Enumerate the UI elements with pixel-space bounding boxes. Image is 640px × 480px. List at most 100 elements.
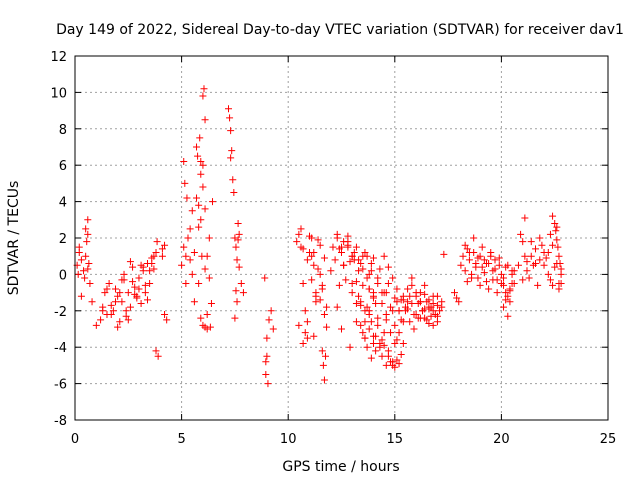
data-point xyxy=(374,321,382,329)
data-point xyxy=(233,256,241,264)
data-point xyxy=(359,281,367,289)
data-point xyxy=(150,265,158,273)
data-point xyxy=(391,321,399,329)
data-point xyxy=(470,234,478,242)
data-point xyxy=(88,298,96,306)
data-point xyxy=(299,245,307,253)
data-point xyxy=(555,252,563,260)
data-point xyxy=(234,219,242,227)
data-point xyxy=(489,276,497,284)
data-point xyxy=(239,289,247,297)
data-point xyxy=(323,323,331,331)
data-point xyxy=(508,280,516,287)
data-point xyxy=(135,285,143,293)
data-point xyxy=(265,316,273,324)
data-point xyxy=(314,265,322,273)
data-point xyxy=(450,289,458,297)
data-point xyxy=(372,347,380,355)
x-axis-label: GPS time / hours xyxy=(282,459,399,475)
y-tick-label: 2 xyxy=(59,232,67,247)
data-point xyxy=(384,280,392,287)
data-point xyxy=(303,318,311,326)
data-point xyxy=(146,267,154,275)
data-point xyxy=(410,310,418,318)
x-tick-label: 10 xyxy=(280,432,297,447)
data-point xyxy=(399,340,407,348)
data-point xyxy=(551,219,559,227)
data-point xyxy=(199,92,207,100)
data-point xyxy=(232,287,240,295)
data-point xyxy=(397,296,405,304)
data-point xyxy=(514,261,522,269)
data-point xyxy=(414,300,422,308)
data-point xyxy=(301,329,309,337)
data-point xyxy=(557,270,565,278)
data-point xyxy=(395,307,403,315)
data-point xyxy=(421,290,429,298)
data-point xyxy=(461,267,469,275)
data-point xyxy=(455,298,463,306)
data-point xyxy=(468,274,476,282)
data-point xyxy=(314,236,322,244)
data-point xyxy=(318,347,326,355)
x-tick-label: 0 xyxy=(71,432,79,447)
data-point xyxy=(369,254,377,262)
data-point xyxy=(197,158,205,166)
data-point xyxy=(190,249,198,257)
data-point xyxy=(194,152,202,160)
data-point xyxy=(227,154,235,162)
data-point xyxy=(82,252,90,260)
data-point xyxy=(408,300,416,308)
data-point xyxy=(335,245,343,253)
data-point xyxy=(228,147,236,155)
data-point xyxy=(131,290,139,298)
data-point xyxy=(203,310,211,318)
data-point xyxy=(297,225,305,233)
data-point xyxy=(308,276,316,284)
data-point xyxy=(463,245,471,253)
data-point xyxy=(538,241,546,249)
data-point xyxy=(163,316,171,324)
data-point xyxy=(406,318,414,326)
data-point xyxy=(77,292,85,300)
y-axis-label: SDTVAR / TECUs xyxy=(6,181,22,296)
data-point xyxy=(461,241,469,249)
chart-title: Day 149 of 2022, Sidereal Day-to-day VTE… xyxy=(56,22,624,38)
data-point xyxy=(148,259,156,267)
data-point xyxy=(365,270,373,278)
data-point xyxy=(546,230,554,238)
data-point xyxy=(380,341,388,349)
data-point xyxy=(126,303,134,311)
data-point xyxy=(295,230,303,238)
data-point xyxy=(131,283,139,291)
data-point xyxy=(112,285,120,293)
data-point xyxy=(154,352,162,360)
data-point xyxy=(552,227,560,235)
data-point xyxy=(340,238,348,246)
data-point xyxy=(232,243,240,251)
data-point xyxy=(502,289,510,297)
y-tick-label: 10 xyxy=(50,86,67,101)
data-point xyxy=(472,263,480,271)
data-point xyxy=(114,292,122,300)
data-point xyxy=(380,329,388,337)
data-point xyxy=(227,127,235,135)
data-point xyxy=(408,281,416,289)
data-point xyxy=(209,198,217,206)
data-point xyxy=(423,316,431,324)
data-point xyxy=(459,252,467,260)
data-point xyxy=(225,105,233,113)
data-point xyxy=(502,296,510,304)
data-point xyxy=(363,303,371,311)
data-point xyxy=(75,243,83,251)
data-point xyxy=(372,300,380,308)
data-point xyxy=(421,281,429,289)
data-point xyxy=(231,234,239,242)
data-point xyxy=(519,238,527,246)
data-point xyxy=(195,201,203,209)
data-point xyxy=(365,307,373,315)
data-point xyxy=(233,298,241,306)
data-point xyxy=(476,281,484,289)
data-point xyxy=(226,114,234,122)
data-point xyxy=(387,329,395,337)
